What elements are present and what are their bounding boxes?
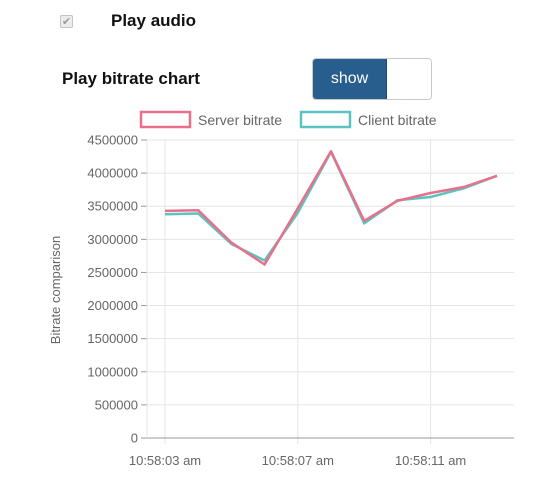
chart-show-toggle[interactable]: show [312,58,432,100]
toggle-handle[interactable] [387,59,431,99]
legend-swatch [139,110,192,129]
legend-item-client[interactable]: Client bitrate [299,110,437,129]
play-bitrate-chart-label: Play bitrate chart [62,69,200,88]
chart-series [164,150,498,266]
y-tick-label: 500000 [95,397,138,412]
legend-swatch [299,110,352,129]
y-tick-label: 3500000 [87,199,138,214]
y-tick-label: 1500000 [87,331,138,346]
y-tick-label: 2000000 [87,298,138,313]
bitrate-chart: Server bitrate Client bitrate 0 500000 1000… [48,110,514,468]
y-tick-label: 1000000 [87,364,138,379]
chart-axes: 0 500000 1000000 1500000 2000000 2500000 30000… [87,133,514,468]
y-axis-label: Bitrate comparison [48,236,63,344]
y-tick-label: 3000000 [87,232,138,247]
legend-item-server[interactable]: Server bitrate [139,110,282,129]
y-tick-label: 0 [131,431,138,446]
x-tick-label: 10:58:03 am [129,453,201,468]
x-tick-label: 10:58:07 am [262,453,334,468]
y-tick-label: 4000000 [87,166,138,181]
legend-label: Server bitrate [198,112,282,128]
y-tick-label: 4500000 [87,133,138,148]
legend-label: Client bitrate [358,112,437,128]
toggle-show-label: show [313,59,387,99]
server-bitrate-line [164,150,498,266]
play-audio-checkbox[interactable]: ✔ [60,14,73,28]
x-tick-label: 10:58:11 am [395,453,466,468]
y-tick-label: 2500000 [87,265,138,280]
play-audio-label: Play audio [111,11,197,30]
play-audio-row: ✔ Play audio [60,10,196,32]
check-icon: ✔ [61,14,72,28]
chart-legend: Server bitrate Client bitrate [139,110,437,129]
chart-grid [147,139,514,444]
